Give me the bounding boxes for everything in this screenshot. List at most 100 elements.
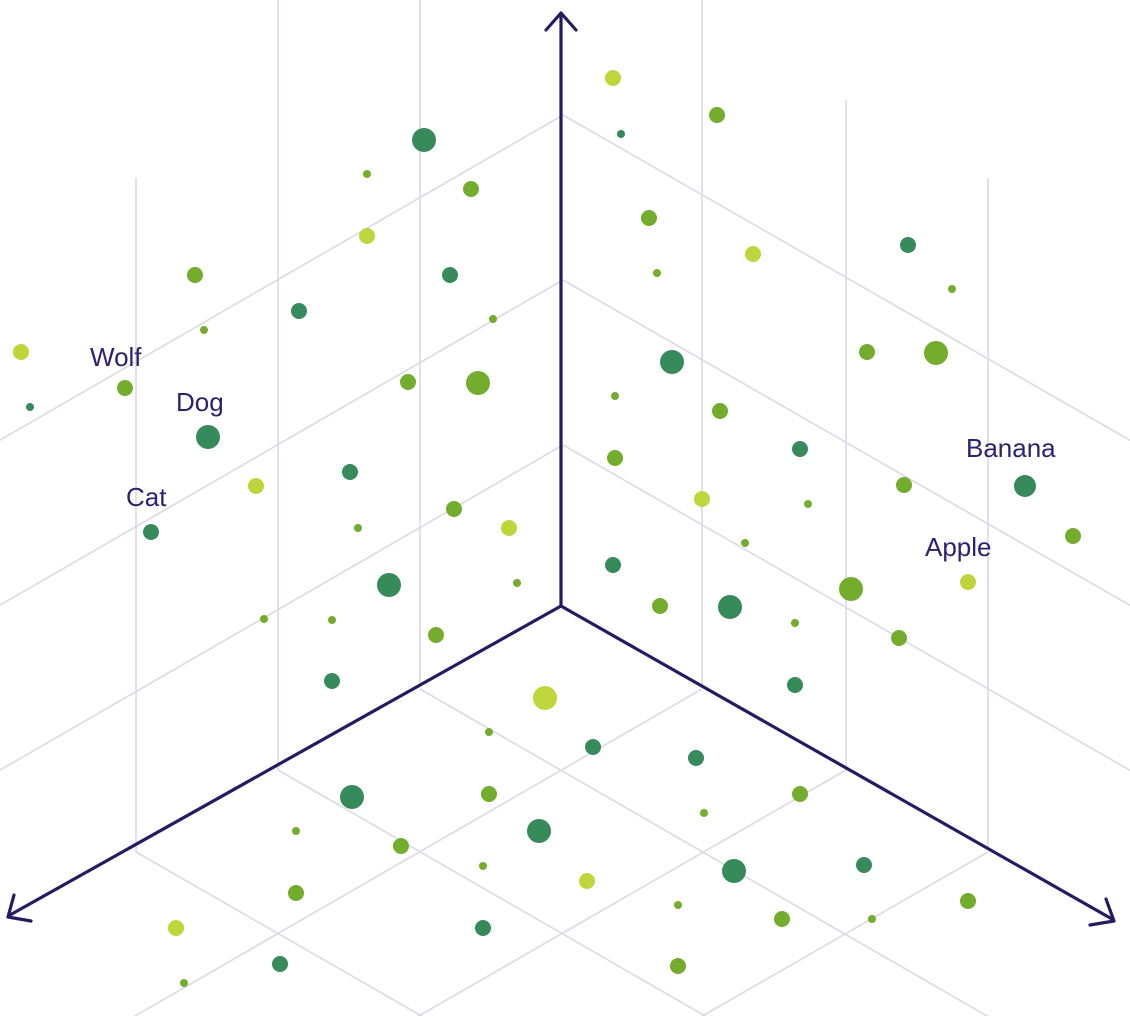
- embedding-dot: [481, 786, 497, 802]
- embedding-dot: [960, 893, 976, 909]
- z-axis-arrowhead: [544, 11, 578, 32]
- right-wall-grid: [562, 0, 1130, 930]
- embedding-dot: [143, 524, 159, 540]
- floor-grid: [101, 688, 1021, 1016]
- embedding-dot: [291, 303, 307, 319]
- embedding-dot: [960, 574, 976, 590]
- embedding-dot: [340, 785, 364, 809]
- embedding-dot: [792, 786, 808, 802]
- embedding-dot: [288, 885, 304, 901]
- embedding-dot: [900, 237, 916, 253]
- embedding-dot: [328, 616, 336, 624]
- embedding-dot: [354, 524, 362, 532]
- embedding-dot: [660, 350, 684, 374]
- embedding-dot: [641, 210, 657, 226]
- embedding-dot: [377, 573, 401, 597]
- embedding-dot: [653, 269, 661, 277]
- embedding-dot: [324, 673, 340, 689]
- embedding-dot: [791, 619, 799, 627]
- label-dog: Dog: [176, 387, 224, 417]
- x-axis-arrowhead: [6, 893, 33, 923]
- embedding-dot: [533, 686, 557, 710]
- left-wall-grid: [0, 0, 560, 930]
- embedding-dot: [363, 170, 371, 178]
- embedding-dot: [787, 677, 803, 693]
- embedding-dot: [700, 809, 708, 817]
- embedding-dot: [200, 326, 208, 334]
- embedding-dot: [393, 838, 409, 854]
- embedding-dot: [605, 557, 621, 573]
- dots: [13, 70, 1081, 987]
- embedding-dot: [839, 577, 863, 601]
- embedding-dot: [652, 598, 668, 614]
- embedding-dot: [479, 862, 487, 870]
- axes: [6, 11, 1116, 927]
- word-labels: Wolf Dog Cat Banana Apple: [90, 342, 1056, 562]
- embedding-dot: [359, 228, 375, 244]
- embedding-dot: [180, 979, 188, 987]
- embedding-dot: [868, 915, 876, 923]
- embedding-dot: [260, 615, 268, 623]
- embedding-dot: [712, 403, 728, 419]
- embedding-dot: [485, 728, 493, 736]
- embedding-dot: [292, 827, 300, 835]
- embedding-dot: [466, 371, 490, 395]
- embedding-dot: [248, 478, 264, 494]
- embedding-dot: [674, 901, 682, 909]
- embedding-dot: [168, 920, 184, 936]
- embedding-dot: [26, 403, 34, 411]
- embedding-dot: [446, 501, 462, 517]
- embedding-dot: [489, 315, 497, 323]
- embedding-dot: [670, 958, 686, 974]
- embedding-dot: [856, 857, 872, 873]
- embedding-dot: [745, 246, 761, 262]
- embedding-dot: [463, 181, 479, 197]
- embedding-dot: [117, 380, 133, 396]
- embedding-dot: [718, 595, 742, 619]
- x-axis: [8, 604, 563, 917]
- embedding-dot: [611, 392, 619, 400]
- label-banana: Banana: [966, 433, 1056, 463]
- embedding-dot: [617, 130, 625, 138]
- embedding-dot: [792, 441, 808, 457]
- embedding-dot: [272, 956, 288, 972]
- embedding-dot: [694, 491, 710, 507]
- embedding-dot: [196, 425, 220, 449]
- embedding-dot: [13, 344, 29, 360]
- embedding-dot: [585, 739, 601, 755]
- y-axis: [559, 604, 1114, 921]
- embedding-dot: [605, 70, 621, 86]
- embedding-dot: [1065, 528, 1081, 544]
- embedding-dot: [859, 344, 875, 360]
- embedding-dot: [187, 267, 203, 283]
- embedding-dot: [804, 500, 812, 508]
- embedding-dot: [741, 539, 749, 547]
- embedding-dot: [513, 579, 521, 587]
- y-axis-arrowhead: [1088, 897, 1116, 927]
- embedding-dot: [428, 627, 444, 643]
- embedding-dot: [501, 520, 517, 536]
- embedding-dot: [342, 464, 358, 480]
- embedding-dot: [527, 819, 551, 843]
- embedding-dot: [442, 267, 458, 283]
- embedding-dot: [400, 374, 416, 390]
- embedding-dot: [722, 859, 746, 883]
- label-apple: Apple: [925, 532, 992, 562]
- label-wolf: Wolf: [90, 342, 142, 372]
- embedding-dot: [607, 450, 623, 466]
- embedding-dot: [891, 630, 907, 646]
- embedding-dot: [774, 911, 790, 927]
- embedding-dot: [688, 750, 704, 766]
- embedding-dot: [924, 341, 948, 365]
- embedding-dot: [412, 128, 436, 152]
- embedding-dot: [579, 873, 595, 889]
- embedding-dot: [1014, 475, 1036, 497]
- embedding-dot: [475, 920, 491, 936]
- embedding-dot: [709, 107, 725, 123]
- label-cat: Cat: [126, 482, 167, 512]
- embedding-dot: [896, 477, 912, 493]
- embedding-dot: [948, 285, 956, 293]
